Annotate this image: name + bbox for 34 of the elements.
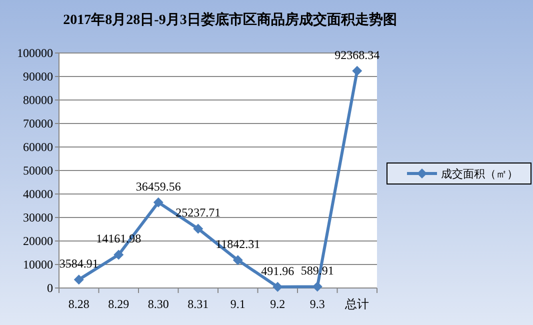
data-label: 3584.91 — [59, 256, 98, 271]
point — [352, 66, 362, 76]
x-tick-label: 9.2 — [270, 297, 286, 311]
y-tick-label: 0 — [47, 281, 53, 295]
point — [312, 282, 322, 292]
point — [114, 250, 124, 260]
y-tick-label: 10000 — [23, 258, 53, 272]
y-tick-label: 40000 — [23, 187, 53, 201]
y-tick-label: 90000 — [23, 70, 53, 84]
x-tick-label: 总计 — [344, 297, 370, 311]
x-tick-label: 9.3 — [310, 297, 325, 311]
point — [232, 255, 243, 266]
x-tick-label: 8.29 — [108, 297, 130, 311]
y-tick-label: 80000 — [23, 93, 53, 107]
data-label: 92368.34 — [334, 48, 380, 62]
y-tick-label: 50000 — [23, 164, 53, 178]
legend-label: 成交面积（㎡） — [441, 168, 518, 180]
point — [74, 274, 84, 285]
x-tick-label: 8.30 — [148, 297, 169, 311]
point — [272, 282, 283, 292]
x-tick-label: 8.28 — [68, 297, 90, 311]
y-tick-label: 70000 — [23, 116, 53, 130]
point — [153, 197, 164, 208]
x-tick-label: 9.1 — [230, 297, 246, 311]
x-tick-label: 8.31 — [188, 297, 209, 311]
data-label: 491.96 — [261, 264, 294, 278]
y-tick-label: 30000 — [23, 210, 53, 224]
point — [193, 224, 204, 234]
y-tick-label: 100000 — [17, 46, 53, 60]
data-label: 36459.56 — [136, 179, 181, 194]
y-tick-label: 60000 — [23, 140, 53, 154]
data-label: 25237.71 — [176, 206, 221, 220]
y-tick-label: 20000 — [23, 234, 53, 248]
chart-title: 2017年8月28日-9月3日娄底市区商品房成交面积走势图 — [63, 11, 397, 28]
